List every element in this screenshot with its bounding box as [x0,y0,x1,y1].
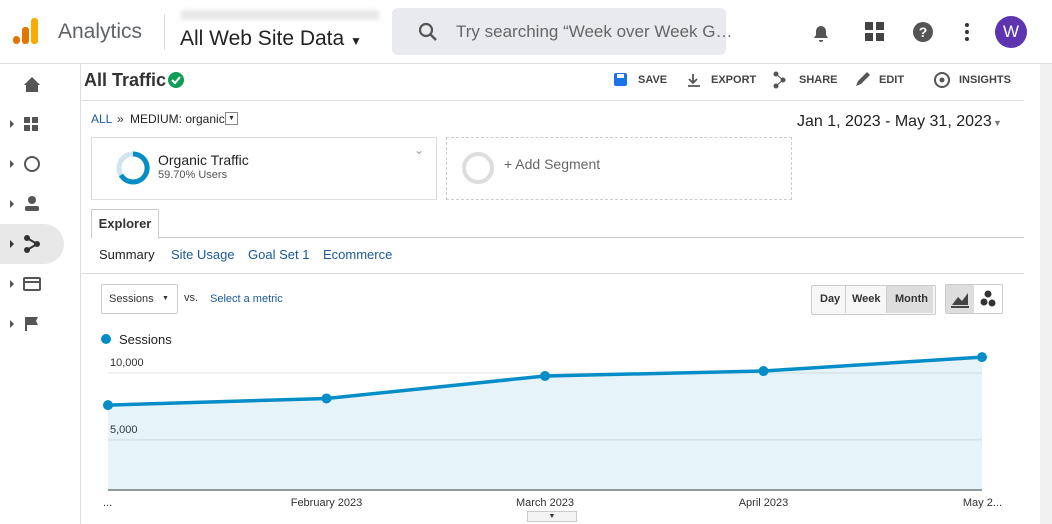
metric-name[interactable]: Sessions [109,293,154,305]
date-range[interactable]: Jan 1, 2023 - May 31, 2023 [797,113,992,130]
metric-arrow: ▼ [162,295,169,302]
help-icon[interactable]: ? [912,21,934,43]
blurred-account [180,10,380,20]
segment-name: Organic Traffic [158,152,249,168]
subtab-line [82,273,1024,274]
period-week[interactable]: Week [852,293,881,305]
more-icon[interactable] [963,22,971,42]
segment-donut [116,151,150,185]
share-button[interactable]: SHARE [799,74,838,86]
add-segment-circle [462,152,494,184]
y-tick-label: 10,000 [110,357,144,369]
legend-marker [101,334,111,344]
product-name: Analytics [58,20,143,43]
segment-card[interactable] [91,137,437,200]
apps-icon[interactable] [865,22,885,42]
subtab-goal-set[interactable]: Goal Set 1 [248,247,310,262]
expand-handle[interactable]: ▼ [527,511,577,522]
save-button[interactable]: SAVE [638,74,668,86]
logo [13,18,38,44]
report-bar [82,64,1024,101]
divider [164,14,165,50]
data-point [977,352,987,363]
x-tick-label: February 2023 [291,497,363,509]
dropdown-arrow: ▼ [350,34,362,48]
add-segment[interactable]: + Add Segment [504,156,601,172]
insights-button[interactable]: INSIGHTS [959,74,1011,86]
sidebar-icons[interactable] [0,64,64,344]
period-divider [845,286,846,313]
x-tick-label: ... [103,497,112,509]
svg-text:?: ? [919,24,928,40]
add-segment-card[interactable] [446,137,792,200]
chart-type-icons[interactable] [950,289,998,309]
x-tick-label: April 2023 [739,497,789,509]
breadcrumb-dropdown[interactable]: ▼ [225,112,238,125]
vs-label: vs. [184,292,199,304]
date-arrow: ▼ [993,118,1002,128]
x-tick-label: May 2... [963,497,1002,509]
series-area [108,357,982,490]
chart-type-group [945,284,1003,314]
subtab-ecommerce[interactable]: Ecommerce [323,247,393,262]
data-point [103,400,113,411]
avatar[interactable]: W [995,16,1027,48]
period-month[interactable]: Month [895,293,928,305]
export-button[interactable]: EXPORT [711,74,757,86]
period-divider [886,286,887,313]
sidebar [0,64,81,524]
legend-label: Sessions [119,332,172,347]
verified-badge [168,72,184,88]
scrollbar [1040,64,1052,524]
subtab-site-usage[interactable]: Site Usage [171,247,235,262]
x-tick-label: March 2023 [516,497,574,509]
property-selector[interactable]: All Web Site Data ▼ [180,27,362,51]
top-bar [0,0,1052,64]
breadcrumb-all[interactable]: ALL [91,112,113,126]
subtab-summary[interactable]: Summary [99,247,155,262]
y-tick-label: 5,000 [110,424,138,436]
data-point [540,370,550,381]
segment-detail: 59.70% Users [158,169,228,181]
explorer-tab[interactable]: Explorer [91,209,159,239]
notifications-icon[interactable] [810,22,832,44]
period-selected [887,286,933,313]
search-placeholder[interactable]: Try searching “Week over Week G… [456,22,733,41]
breadcrumb-separator: » [117,112,124,126]
chart: 5,000 10,000 Sessions... February 2023 March… [101,332,1002,509]
search-box[interactable] [392,8,726,55]
segment-chevron[interactable]: ⌄ [414,143,425,157]
action-icons [614,71,950,89]
edit-button[interactable]: EDIT [879,74,905,86]
period-day[interactable]: Day [820,293,841,305]
metric-dropdown[interactable] [101,284,178,314]
tab-line [91,237,1024,238]
data-point [758,366,769,377]
data-point [321,393,332,404]
report-title: All Traffic [84,70,167,90]
property-name[interactable]: All Web Site Data [180,27,345,50]
search-icon [418,22,437,41]
breadcrumb-medium: MEDIUM: organic [130,112,225,126]
select-metric[interactable]: Select a metric [210,293,283,305]
